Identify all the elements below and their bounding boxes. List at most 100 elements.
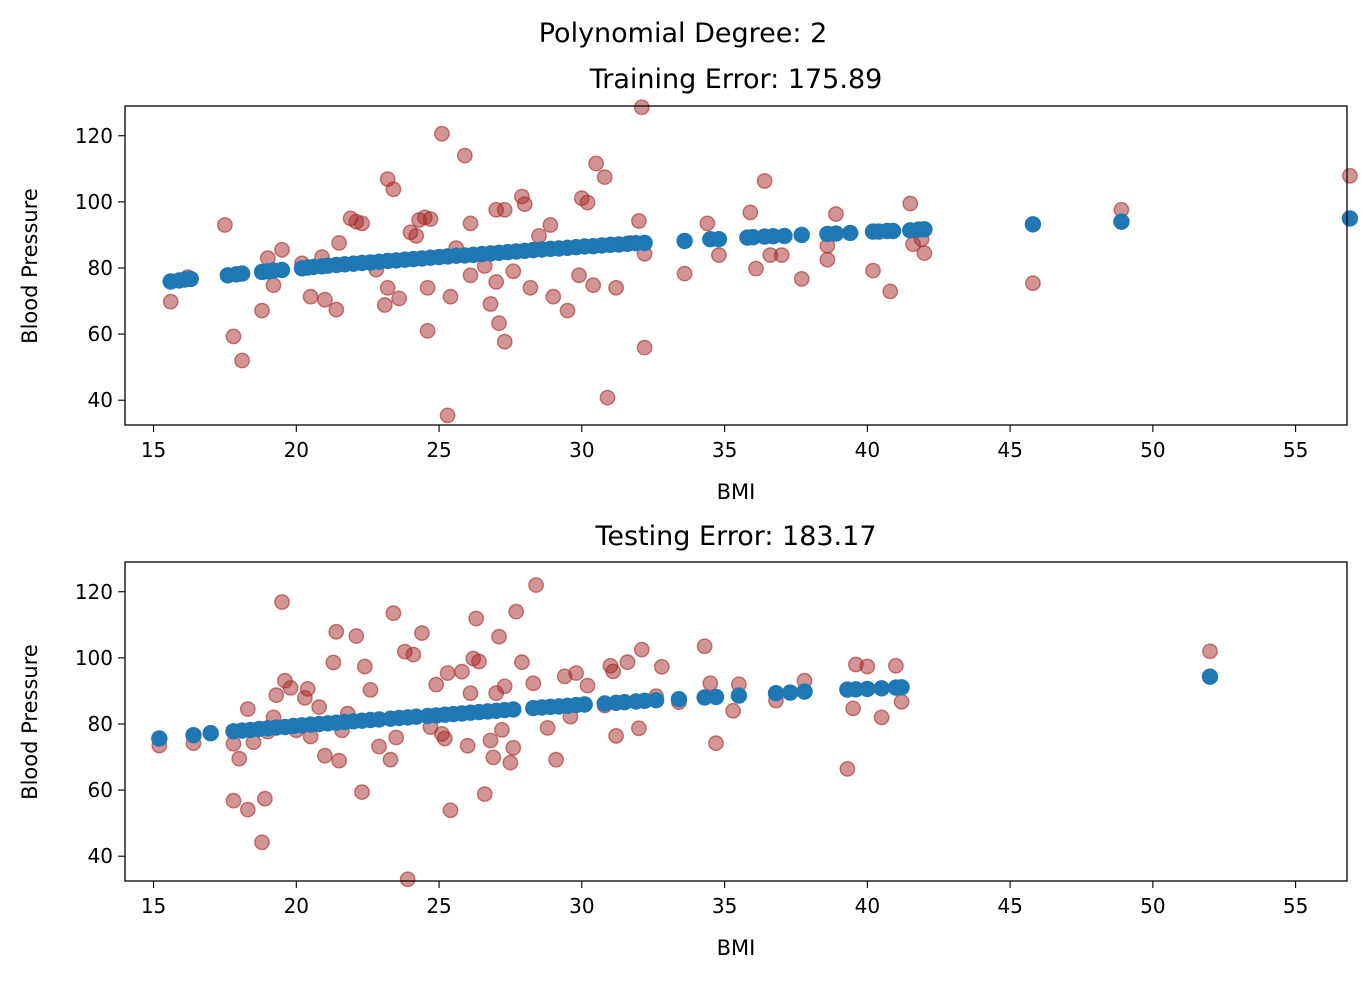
testing-actual-point-82 <box>702 675 719 692</box>
training-actual-point-71 <box>756 173 773 189</box>
testing-y-tick-label-100: 100 <box>75 646 113 670</box>
training-actual-point-66 <box>676 265 693 282</box>
training-actual-point-70 <box>748 260 764 277</box>
training-actual-point-19 <box>376 297 393 313</box>
testing-x-tick-label-50: 50 <box>1140 894 1165 918</box>
training-actual-point-36 <box>462 267 479 284</box>
testing-actual-point-3 <box>225 792 242 809</box>
training-y-label: Blood Pressure <box>18 188 42 344</box>
training-actual-point-83 <box>916 245 933 262</box>
testing-actual-point-63 <box>525 675 542 692</box>
training-actual-point-77 <box>828 206 844 223</box>
training-y-ticks: 40 60 80 100 120 <box>75 124 125 412</box>
training-actual-point-50 <box>542 217 559 233</box>
testing-actual-point-44 <box>439 665 456 681</box>
testing-y-tick-label-80: 80 <box>88 712 113 736</box>
testing-actual-point-10 <box>256 790 273 807</box>
testing-actual-point-95 <box>1202 643 1218 660</box>
training-actual-point-29 <box>419 279 436 296</box>
training-actual-point-49 <box>531 227 547 244</box>
training-actual-point-7 <box>265 277 282 294</box>
training-predicted-point-73 <box>1113 213 1130 230</box>
testing-axes: Testing Error: 183.17 15 20 25 30 35 40 45 50 55… <box>18 521 1348 960</box>
training-actual-point-47 <box>516 196 533 213</box>
testing-y-tick-label-120: 120 <box>75 580 113 604</box>
testing-actual-point-65 <box>539 720 556 736</box>
testing-x-tick-label-20: 20 <box>284 894 309 918</box>
training-actual-point-51 <box>545 288 562 305</box>
testing-actual-point-19 <box>299 681 316 697</box>
training-actual-point-74 <box>793 270 810 287</box>
training-predicted-point-52 <box>636 234 653 252</box>
testing-actual-point-6 <box>239 801 256 818</box>
testing-actual-point-37 <box>399 871 416 888</box>
testing-actual-point-54 <box>485 749 502 766</box>
training-actual-point-33 <box>442 288 459 305</box>
testing-actual-point-13 <box>268 687 285 704</box>
testing-actual-point-46 <box>453 663 470 680</box>
training-actual-point-3 <box>225 328 242 345</box>
training-actual-point-58 <box>596 169 613 186</box>
training-actual-point-10 <box>302 288 319 305</box>
training-predicted-point-63 <box>827 225 845 242</box>
testing-predicted-point-1 <box>185 727 202 744</box>
testing-actual-point-24 <box>328 623 345 640</box>
testing-predicted-point-2 <box>202 725 219 742</box>
training-actual-point-75 <box>819 251 836 268</box>
testing-predicted-point-58 <box>859 680 876 698</box>
training-actual-point-5 <box>254 302 270 319</box>
testing-actual-point-60 <box>505 739 522 756</box>
testing-actual-point-89 <box>845 700 861 717</box>
training-actual-point-79 <box>882 283 899 300</box>
training-x-tick-label-15: 15 <box>141 438 166 462</box>
training-actual-point-2 <box>216 217 233 233</box>
training-actual-point-13 <box>328 301 345 318</box>
testing-actual-point-43 <box>436 730 453 747</box>
training-actual-point-80 <box>902 195 919 212</box>
testing-actual-point-25 <box>331 752 347 769</box>
training-actual-point-60 <box>608 279 624 296</box>
training-predicted-point-59 <box>764 228 782 245</box>
testing-predicted-points <box>151 668 1219 747</box>
training-actual-point-45 <box>505 263 522 280</box>
training-axes: Training Error: 175.89 15 20 25 30 35 40 45 50 5… <box>18 64 1359 504</box>
training-x-ticks: 15 20 25 30 35 40 45 50 55 <box>141 425 1308 462</box>
training-actual-point-12 <box>316 291 333 308</box>
testing-actual-point-5 <box>231 750 248 767</box>
testing-actual-point-30 <box>356 658 373 675</box>
testing-actual-point-91 <box>859 658 876 675</box>
training-actual-point-42 <box>491 315 507 332</box>
testing-actual-point-23 <box>325 654 342 671</box>
testing-actual-point-66 <box>548 751 564 768</box>
testing-actual-point-53 <box>482 732 499 749</box>
training-predicted-point-53 <box>676 232 693 250</box>
testing-actual-point-88 <box>839 761 856 777</box>
training-predicted-point-10 <box>273 261 291 279</box>
testing-actual-point-34 <box>385 605 402 622</box>
training-x-tick-label-40: 40 <box>855 438 880 462</box>
testing-actual-point-16 <box>282 680 299 696</box>
testing-actual-points <box>151 577 1218 888</box>
testing-x-tick-label-35: 35 <box>712 894 737 918</box>
training-actual-point-35 <box>456 147 473 164</box>
training-actual-point-30 <box>422 211 439 228</box>
training-actual-point-56 <box>585 277 602 294</box>
training-plot-frame <box>124 105 1348 426</box>
testing-x-label: BMI <box>717 936 756 960</box>
training-actual-points <box>162 99 1358 424</box>
testing-y-ticks: 40 60 80 100 120 <box>75 580 125 868</box>
testing-predicted-point-51 <box>707 688 725 706</box>
training-actual-point-39 <box>482 296 499 312</box>
training-actual-point-25 <box>408 227 425 244</box>
training-actual-point-14 <box>331 234 347 251</box>
training-actual-point-73 <box>773 247 790 264</box>
training-actual-point-0 <box>162 293 179 310</box>
testing-actual-point-84 <box>725 702 741 719</box>
training-x-tick-label-20: 20 <box>284 438 309 462</box>
figure-suptitle: Polynomial Degree: 2 <box>539 18 828 49</box>
training-actual-point-8 <box>274 241 290 258</box>
training-actual-point-59 <box>599 389 616 406</box>
training-y-tick-label-40: 40 <box>88 388 113 412</box>
testing-actual-point-9 <box>254 834 270 851</box>
